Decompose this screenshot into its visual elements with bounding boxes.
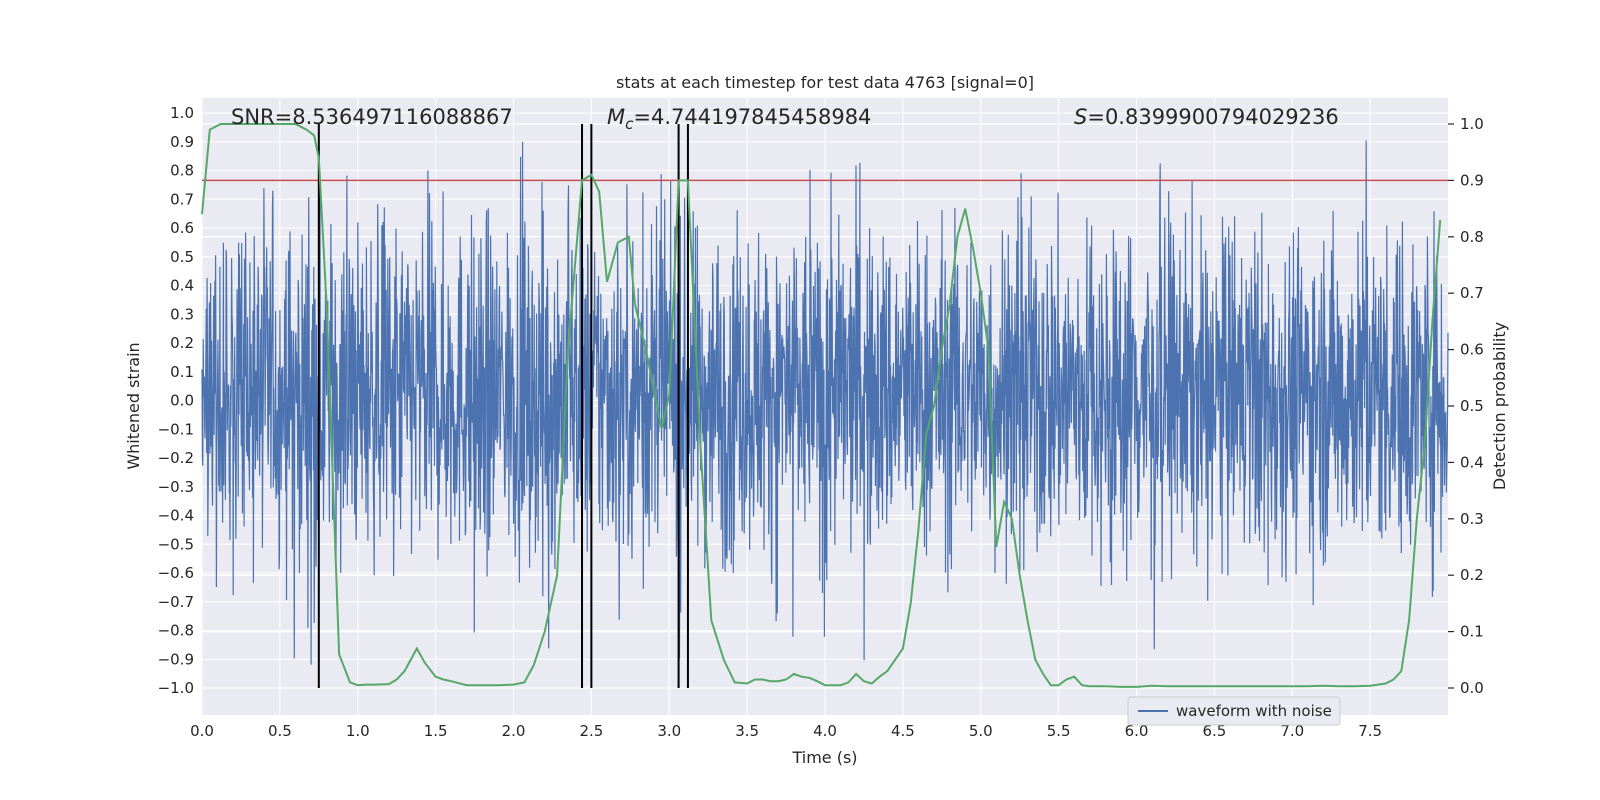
x-tick-label-12: 6.0 <box>1125 722 1149 740</box>
probability-line <box>201 123 1442 688</box>
x-tick-label-13: 6.5 <box>1202 722 1226 740</box>
waveform-line <box>201 140 1449 665</box>
x-tick-label-10: 5.0 <box>969 722 993 740</box>
y-right-tick-label-9: 0.1 <box>1460 623 1484 641</box>
chirp-mass-annotation: Mc=4.744197845458984 <box>607 105 871 133</box>
y-left-tick-label-14: −0.4 <box>158 507 194 525</box>
x-tick-label-4: 2.0 <box>502 722 526 740</box>
vertical-markers <box>317 124 689 688</box>
y-right-tick-label-5: 0.5 <box>1460 397 1484 415</box>
x-axis-ticks: 0.0 0.5 1.0 1.5 2.0 2.5 3.0 3.5 4.0 4.5 5.0 5.5 6.0 6… <box>190 722 1382 740</box>
y-right-tick-label-4: 0.6 <box>1460 341 1484 359</box>
y-right-tick-label-1: 0.9 <box>1460 171 1484 189</box>
x-tick-label-3: 1.5 <box>424 722 448 740</box>
y-left-tick-label-12: −0.2 <box>158 449 194 467</box>
y-left-tick-label-10: 0.0 <box>170 392 194 410</box>
probability-series <box>201 123 1442 688</box>
chart-title: stats at each timestep for test data 476… <box>616 73 1034 92</box>
y-right-tick-label-8: 0.2 <box>1460 566 1484 584</box>
y-left-tick-label-18: −0.8 <box>158 622 194 640</box>
s-annotation: S=0.8399900794029236 <box>1074 105 1339 129</box>
x-tick-label-8: 4.0 <box>813 722 837 740</box>
x-tick-label-15: 7.5 <box>1358 722 1382 740</box>
y-left-tick-label-11: −0.1 <box>158 420 194 438</box>
y-left-tick-label-1: 0.9 <box>170 133 194 151</box>
y-right-tick-label-6: 0.4 <box>1460 453 1484 471</box>
legend-box <box>1127 696 1341 726</box>
y-right-tick-label-10: 0.0 <box>1460 679 1484 697</box>
x-tick-label-14: 7.0 <box>1280 722 1304 740</box>
y-left-tick-label-16: −0.6 <box>158 564 194 582</box>
x-tick-label-7: 3.5 <box>735 722 759 740</box>
y-left-tick-label-15: −0.5 <box>158 535 194 553</box>
snr-annotation: SNR=8.536497116088867 <box>231 105 513 129</box>
mc-value: =4.744197845458984 <box>633 105 871 129</box>
x-axis-label: Time (s) <box>791 748 857 767</box>
y-left-tick-label-17: −0.7 <box>158 593 194 611</box>
x-tick-label-6: 3.0 <box>657 722 681 740</box>
y-left-tick-label-9: 0.1 <box>170 363 194 381</box>
y-left-tick-label-2: 0.8 <box>170 162 194 180</box>
y-left-tick-label-8: 0.2 <box>170 334 194 352</box>
y-left-axis-ticks: 1.0 0.9 0.8 0.7 0.6 0.5 0.4 0.3 0.2 0.1 0.0 −0.1 −0.… <box>158 104 194 697</box>
y-left-tick-label-19: −0.9 <box>158 650 194 668</box>
y-left-tick-label-4: 0.6 <box>170 219 194 237</box>
waveform-series <box>201 140 1449 665</box>
y-left-tick-label-13: −0.3 <box>158 478 194 496</box>
legend-label-waveform: waveform with noise <box>1176 702 1332 720</box>
y-right-tick-label-3: 0.7 <box>1460 284 1484 302</box>
y-left-tick-label-20: −1.0 <box>158 679 194 697</box>
y-left-tick-label-0: 1.0 <box>170 104 194 122</box>
y-right-axis-label: Detection probability <box>1490 322 1509 490</box>
legend: waveform with noise <box>1127 696 1341 726</box>
y-left-tick-label-7: 0.3 <box>170 305 194 323</box>
s-symbol: S <box>1074 105 1087 129</box>
x-tick-label-1: 0.5 <box>268 722 292 740</box>
x-tick-label-9: 4.5 <box>891 722 915 740</box>
s-value: =0.8399900794029236 <box>1087 105 1338 129</box>
y-left-axis-label: Whitened strain <box>124 342 143 469</box>
x-tick-label-0: 0.0 <box>190 722 214 740</box>
mc-subscript: c <box>625 115 634 133</box>
y-left-tick-label-3: 0.7 <box>170 190 194 208</box>
x-tick-label-11: 5.5 <box>1047 722 1071 740</box>
y-left-tick-label-6: 0.4 <box>170 277 194 295</box>
x-tick-label-2: 1.0 <box>346 722 370 740</box>
y-right-tick-label-0: 1.0 <box>1460 115 1484 133</box>
x-tick-label-5: 2.5 <box>579 722 603 740</box>
mc-symbol: M <box>607 105 625 129</box>
y-right-tick-label-2: 0.8 <box>1460 228 1484 246</box>
y-right-axis-ticks: 1.0 0.9 0.8 0.7 0.6 0.5 0.4 0.3 0.2 0.1 0.0 <box>1448 115 1484 697</box>
y-right-tick-label-7: 0.3 <box>1460 510 1484 528</box>
y-left-tick-label-5: 0.5 <box>170 248 194 266</box>
